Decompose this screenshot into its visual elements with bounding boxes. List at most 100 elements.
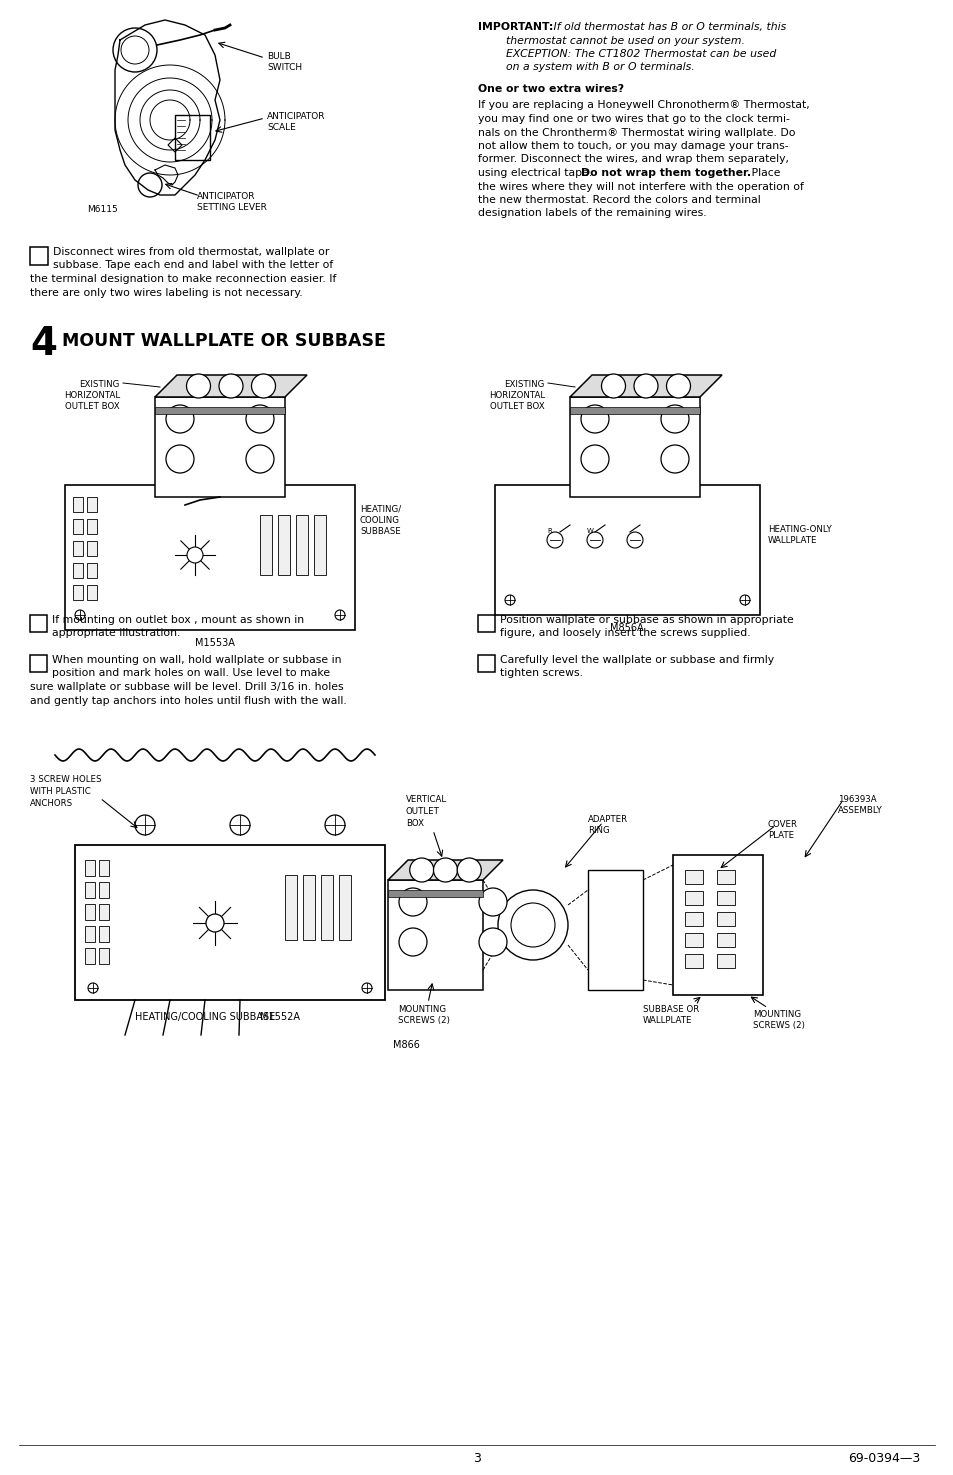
Circle shape	[187, 547, 203, 563]
Text: nals on the Chrontherm® Thermostat wiring wallplate. Do: nals on the Chrontherm® Thermostat wirin…	[477, 127, 795, 137]
Text: 3: 3	[473, 1451, 480, 1465]
Text: figure, and loosely insert the screws supplied.: figure, and loosely insert the screws su…	[499, 628, 750, 639]
Text: ANTICIPATOR
SCALE: ANTICIPATOR SCALE	[267, 112, 325, 133]
Circle shape	[660, 445, 688, 473]
Bar	[295, 515, 308, 575]
Text: IMPORTANT:: IMPORTANT:	[477, 22, 553, 32]
Text: 4: 4	[30, 324, 57, 363]
Bar	[587, 870, 642, 990]
Circle shape	[410, 858, 434, 882]
Bar	[99, 860, 109, 876]
Bar	[87, 519, 97, 534]
Text: SUBBASE OR
WALLPLATE: SUBBASE OR WALLPLATE	[642, 1004, 699, 1025]
Text: on a system with B or O terminals.: on a system with B or O terminals.	[477, 62, 694, 72]
Circle shape	[219, 375, 243, 398]
Text: designation labels of the remaining wires.: designation labels of the remaining wire…	[477, 208, 706, 218]
Bar	[684, 934, 702, 947]
Text: ANTICIPATOR
SETTING LEVER: ANTICIPATOR SETTING LEVER	[196, 192, 267, 212]
Bar	[30, 615, 47, 631]
Text: W: W	[586, 528, 593, 534]
Text: MOUNT WALLPLATE OR SUBBASE: MOUNT WALLPLATE OR SUBBASE	[62, 332, 385, 350]
Text: Position wallplate or subbase as shown in appropriate: Position wallplate or subbase as shown i…	[499, 615, 793, 625]
Bar	[99, 926, 109, 943]
Text: 196393A
ASSEMBLY: 196393A ASSEMBLY	[837, 795, 882, 816]
Bar	[99, 904, 109, 920]
Text: COVER
PLATE: COVER PLATE	[767, 820, 797, 841]
Text: position and mark holes on wall. Use level to make: position and mark holes on wall. Use lev…	[52, 668, 330, 679]
Bar	[99, 948, 109, 965]
Bar	[717, 934, 734, 947]
Text: Do not wrap them together.: Do not wrap them together.	[580, 168, 750, 178]
Bar	[260, 515, 272, 575]
Circle shape	[478, 888, 506, 916]
Text: Carefully level the wallplate or subbase and firmly: Carefully level the wallplate or subbase…	[499, 655, 773, 665]
Bar	[717, 891, 734, 906]
Bar	[285, 875, 296, 940]
Text: If old thermostat has B or O terminals, this: If old thermostat has B or O terminals, …	[550, 22, 785, 32]
Text: 69-0394—3: 69-0394—3	[847, 1451, 919, 1465]
Bar	[87, 541, 97, 556]
Text: If mounting on outlet box , mount as shown in: If mounting on outlet box , mount as sho…	[52, 615, 304, 625]
Text: 3 SCREW HOLES: 3 SCREW HOLES	[30, 774, 101, 785]
Bar	[85, 860, 95, 876]
Bar	[73, 497, 83, 512]
Bar	[87, 497, 97, 512]
Polygon shape	[388, 860, 502, 881]
Text: ADAPTER
RING: ADAPTER RING	[587, 816, 627, 835]
Circle shape	[546, 532, 562, 549]
Circle shape	[497, 889, 567, 960]
Bar	[338, 875, 351, 940]
Bar	[174, 115, 210, 159]
Circle shape	[252, 375, 275, 398]
Text: If you are replacing a Honeywell Chronotherm® Thermostat,: If you are replacing a Honeywell Chronot…	[477, 100, 809, 111]
Circle shape	[166, 445, 193, 473]
Circle shape	[186, 375, 211, 398]
Bar	[99, 882, 109, 898]
Text: HEATING/
COOLING
SUBBASE: HEATING/ COOLING SUBBASE	[359, 504, 400, 537]
Bar	[672, 855, 762, 996]
Bar	[73, 586, 83, 600]
Bar	[684, 891, 702, 906]
Text: HEATING/COOLING SUBBASE: HEATING/COOLING SUBBASE	[135, 1012, 275, 1022]
Bar	[320, 875, 333, 940]
Bar	[569, 407, 700, 414]
Circle shape	[660, 406, 688, 434]
Bar	[717, 870, 734, 884]
Text: appropriate illustration.: appropriate illustration.	[52, 628, 180, 639]
Bar	[85, 904, 95, 920]
Bar	[717, 912, 734, 926]
Bar	[73, 563, 83, 578]
Polygon shape	[569, 375, 721, 397]
Text: Disconnect wires from old thermostat, wallplate or: Disconnect wires from old thermostat, wa…	[53, 246, 329, 257]
Bar	[277, 515, 290, 575]
Text: there are only two wires labeling is not necessary.: there are only two wires labeling is not…	[30, 288, 302, 298]
Text: M856A: M856A	[609, 622, 643, 633]
Circle shape	[580, 445, 608, 473]
Bar	[85, 948, 95, 965]
Text: sure wallplate or subbase will be level. Drill 3/16 in. holes: sure wallplate or subbase will be level.…	[30, 681, 343, 692]
Text: R: R	[547, 528, 552, 534]
Circle shape	[601, 375, 625, 398]
Polygon shape	[154, 375, 307, 397]
Text: not allow them to touch, or you may damage your trans-: not allow them to touch, or you may dama…	[477, 142, 788, 150]
Bar	[388, 881, 482, 990]
Bar	[569, 397, 700, 497]
Bar	[65, 485, 355, 630]
Circle shape	[246, 406, 274, 434]
Text: When mounting on wall, hold wallplate or subbase in: When mounting on wall, hold wallplate or…	[52, 655, 341, 665]
Bar	[87, 586, 97, 600]
Text: HEATING-ONLY
WALLPLATE: HEATING-ONLY WALLPLATE	[767, 525, 831, 546]
Text: you may find one or two wires that go to the clock termi-: you may find one or two wires that go to…	[477, 114, 789, 124]
Text: M1552A: M1552A	[260, 1012, 299, 1022]
Text: former. Disconnect the wires, and wrap them separately,: former. Disconnect the wires, and wrap t…	[477, 155, 788, 165]
Text: the new thermostat. Record the colors and terminal: the new thermostat. Record the colors an…	[477, 195, 760, 205]
Text: EXCEPTION: The CT1802 Thermostat can be used: EXCEPTION: The CT1802 Thermostat can be …	[477, 49, 776, 59]
Circle shape	[456, 858, 480, 882]
Text: the wires where they will not interfere with the operation of: the wires where they will not interfere …	[477, 181, 803, 192]
Text: Place: Place	[747, 168, 780, 178]
Circle shape	[626, 532, 642, 549]
Text: WITH PLASTIC: WITH PLASTIC	[30, 788, 91, 797]
Text: EXISTING
HORIZONTAL
OUTLET BOX: EXISTING HORIZONTAL OUTLET BOX	[488, 381, 544, 412]
Bar	[73, 519, 83, 534]
Text: the terminal designation to make reconnection easier. If: the terminal designation to make reconne…	[30, 274, 336, 285]
